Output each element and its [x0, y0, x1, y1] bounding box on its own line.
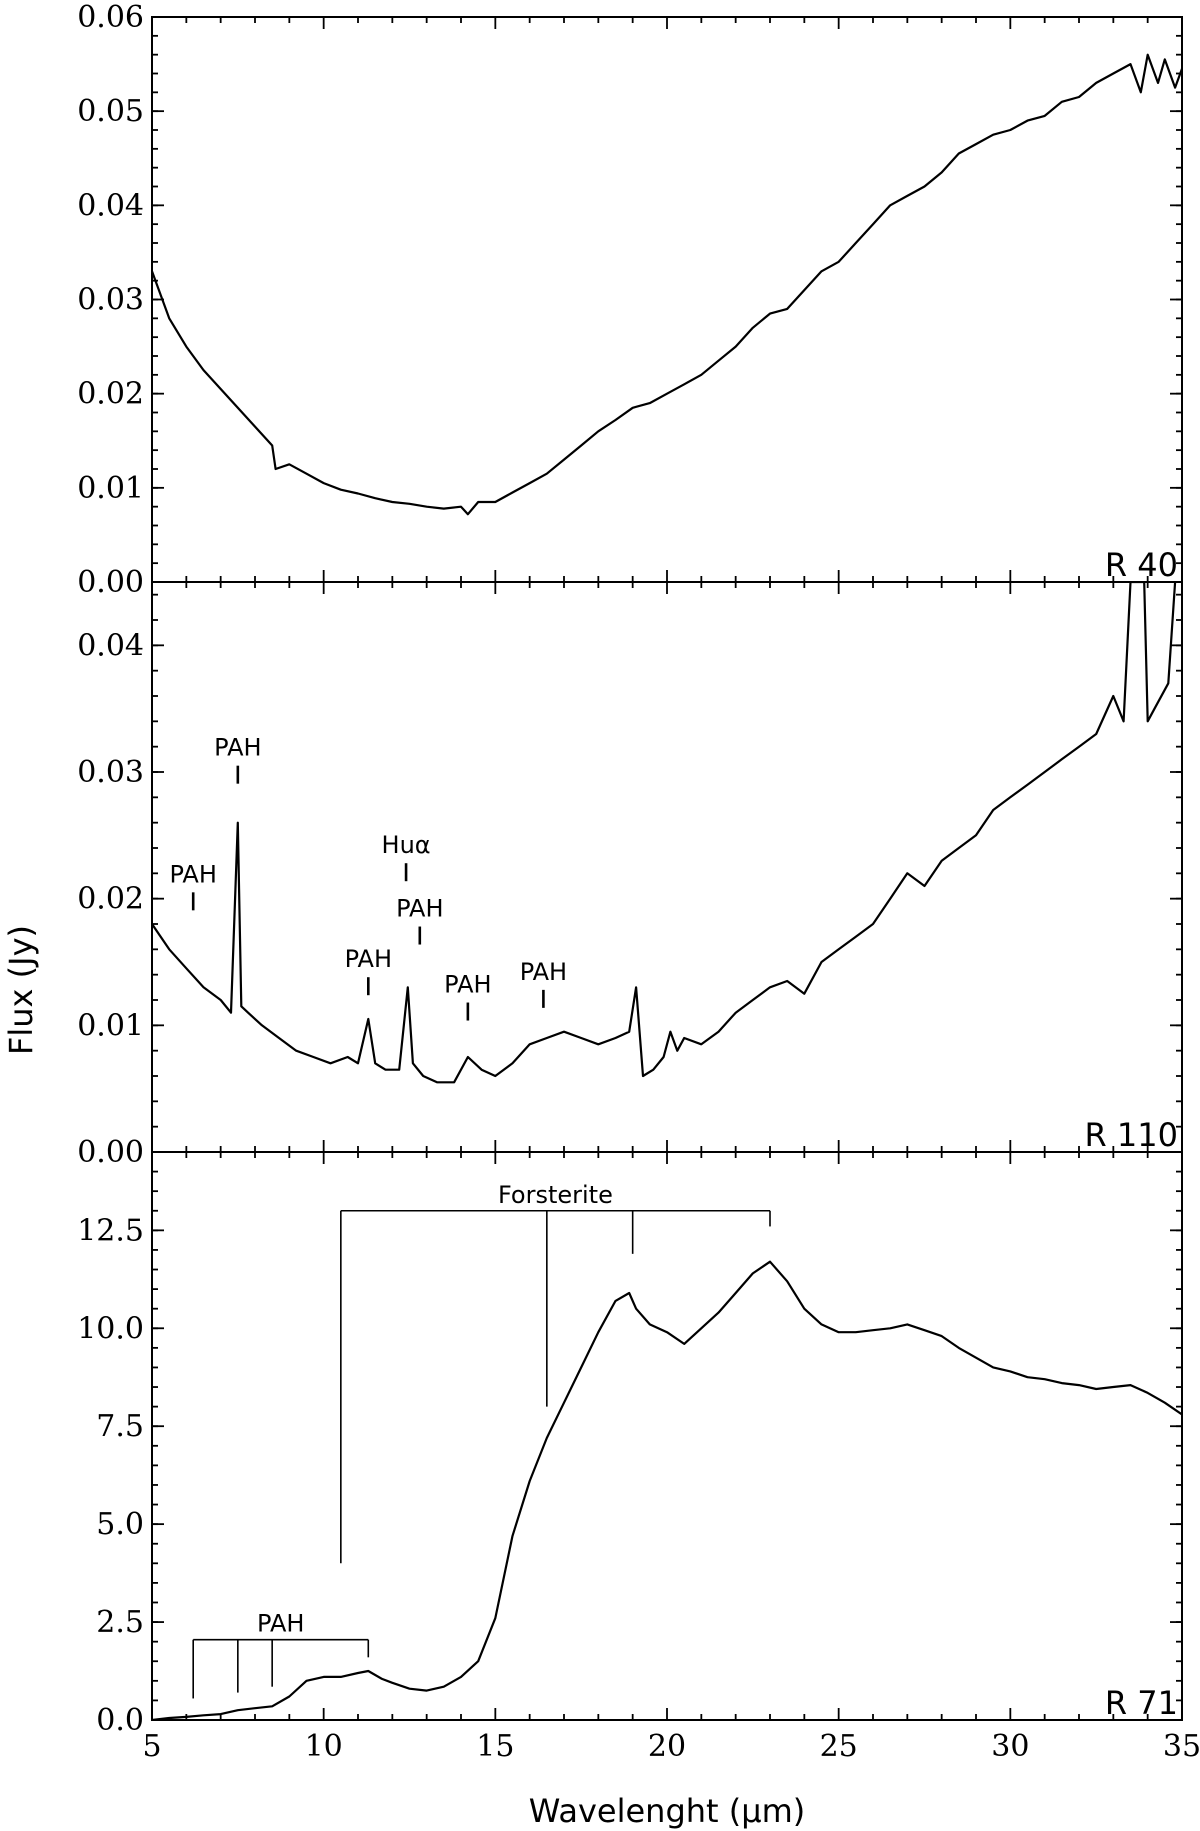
- y-tick-label: 10.0: [77, 1311, 144, 1346]
- panel-label: R 40: [1105, 546, 1178, 584]
- y-tick-label: 0.05: [77, 94, 144, 129]
- y-tick-label: 0.00: [77, 565, 144, 600]
- y-tick-label: 0.03: [77, 755, 144, 790]
- y-tick-label: 0.02: [77, 377, 144, 412]
- y-tick-label: 0.02: [77, 882, 144, 917]
- x-tick-label: 20: [648, 1729, 686, 1764]
- y-tick-label: 0.03: [77, 283, 144, 318]
- spectrum-line: [152, 53, 1182, 516]
- y-tick-label: 0.01: [77, 1008, 144, 1043]
- plot-frame: [151, 581, 1183, 1153]
- x-tick-label: 5: [142, 1729, 161, 1764]
- feature-label: PAH: [396, 895, 443, 923]
- y-tick-label: 0.04: [77, 628, 144, 663]
- x-tick-label: 30: [991, 1729, 1029, 1764]
- y-tick-label: 0.00: [77, 1135, 144, 1170]
- panel-label: R 71: [1105, 1684, 1178, 1722]
- feature-label: PAH: [169, 860, 216, 888]
- panel-r110: 0.000.010.020.030.04R 110PAHPAHPAHHuαPAH…: [77, 581, 1183, 1170]
- x-tick-label: 25: [820, 1729, 858, 1764]
- y-tick-label: 12.5: [77, 1213, 144, 1248]
- panel-label: R 110: [1085, 1116, 1178, 1154]
- plot-frame: [151, 1151, 1183, 1721]
- feature-label: Huα: [382, 831, 431, 859]
- forsterite-bracket-label: Forsterite: [498, 1181, 613, 1209]
- y-tick-label: 0.06: [77, 0, 144, 35]
- x-tick-label: 10: [305, 1729, 343, 1764]
- y-tick-label: 0.0: [96, 1703, 144, 1738]
- panel-r40: 0.00 0.01 0.02 0.03 0.04 0.05 0.06 R 40: [77, 0, 1183, 600]
- feature-label: PAH: [444, 971, 491, 999]
- spectrum-line: [152, 1260, 1182, 1720]
- spectrum-line: [152, 582, 1177, 1084]
- feature-label: PAH: [520, 958, 567, 986]
- y-tick-label: 0.01: [77, 471, 144, 506]
- x-axis-label: Wavelenght (μm): [529, 1792, 806, 1830]
- y-tick-label: 0.04: [77, 188, 144, 223]
- pah-bracket-label: PAH: [257, 1610, 304, 1638]
- y-tick-label: 7.5: [96, 1409, 144, 1444]
- x-tick-label: 35: [1163, 1729, 1200, 1764]
- x-tick-label: 15: [476, 1729, 514, 1764]
- y-axis-label: Flux (Jy): [2, 925, 40, 1055]
- y-tick-label: 5.0: [96, 1507, 144, 1542]
- plot-frame: [151, 16, 1183, 583]
- panel-r71: 0.0 2.5 5.0 7.5 10.0 12.5 5 10 15 20 25 30 35 R 71 PAH…: [77, 1151, 1200, 1764]
- feature-label: PAH: [214, 734, 261, 762]
- feature-label: PAH: [345, 945, 392, 973]
- y-tick-label: 2.5: [96, 1605, 144, 1640]
